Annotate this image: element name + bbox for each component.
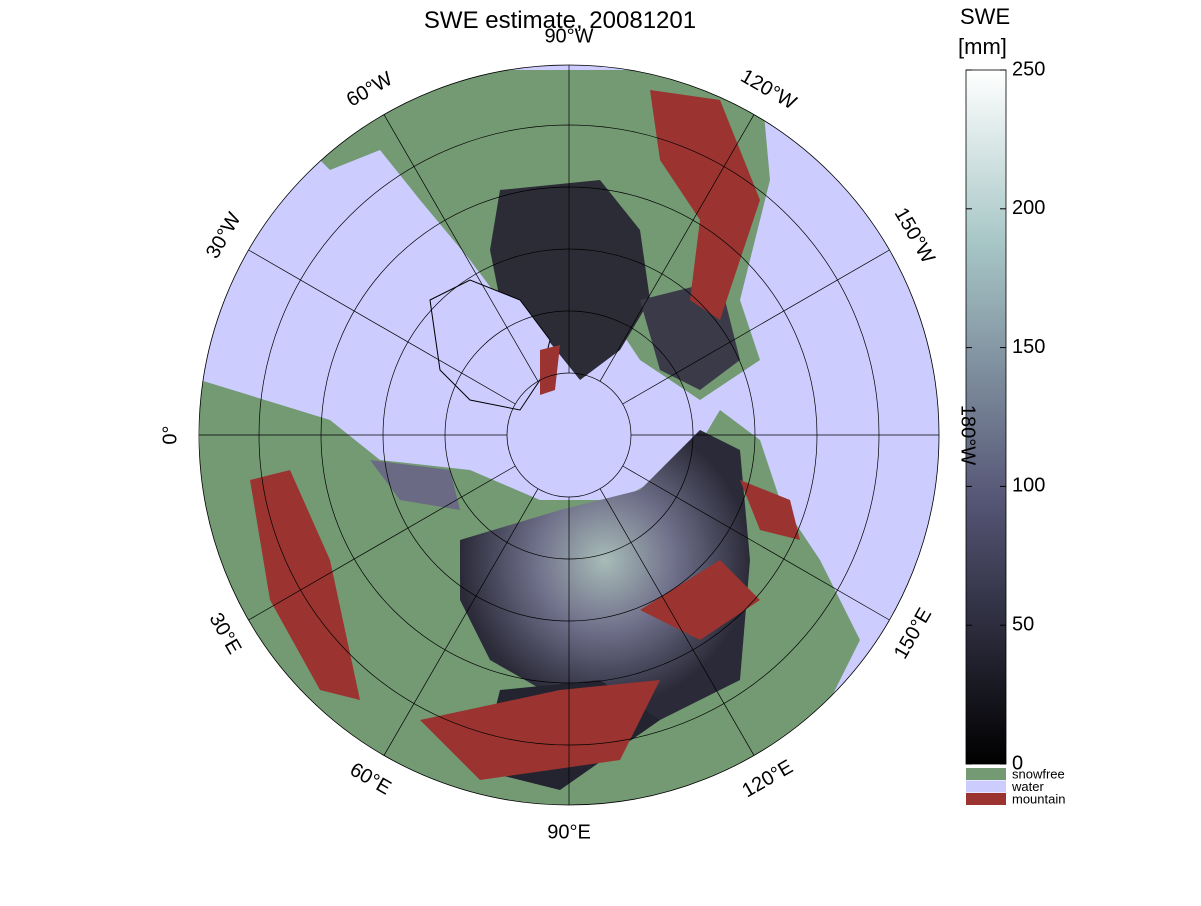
meridian-label: 120°E	[738, 756, 796, 802]
meridian-label: 60°E	[346, 759, 395, 800]
meridian-label: 150°E	[890, 604, 936, 662]
meridian-label: 30°W	[202, 209, 246, 263]
map-disc	[199, 65, 939, 805]
meridian-label: 180°W	[957, 405, 979, 465]
mountain-areas	[250, 90, 800, 780]
legend-swatch	[966, 780, 1006, 793]
snow-scandinavia	[370, 460, 460, 510]
meridian	[599, 488, 755, 756]
legend-label: snowfree	[1012, 766, 1065, 781]
colorbar	[965, 69, 1007, 765]
legend-label: water	[1011, 779, 1044, 794]
meridian-label: 90°E	[547, 821, 591, 843]
meridian-label: 0°	[159, 425, 181, 444]
meridian-label: 90°W	[544, 25, 593, 47]
map-title: SWE estimate, 20081201	[424, 7, 696, 34]
meridian-label: 30°E	[205, 609, 246, 658]
colorbar-label: SWE	[960, 4, 1010, 29]
snow-north-america	[490, 180, 650, 380]
colorbar-tick-label: 100	[1012, 475, 1045, 497]
meridian	[383, 488, 539, 756]
colorbar-tick-label: 250	[1012, 58, 1045, 80]
colorbar-label: [mm]	[958, 34, 1007, 59]
meridian-label: 60°W	[343, 68, 397, 112]
legend-swatch	[966, 768, 1006, 780]
meridian	[599, 114, 755, 382]
colorbar-tick-label: 50	[1012, 613, 1034, 635]
meridian	[622, 465, 890, 621]
meridian-label: 150°W	[890, 204, 939, 267]
meridian	[383, 114, 539, 382]
legend-label: mountain	[1012, 791, 1065, 806]
meridian	[248, 249, 516, 405]
snow-siberia	[460, 430, 750, 720]
meridian	[248, 465, 516, 621]
colorbar-tick-label: 200	[1012, 197, 1045, 219]
colorbar-tick-label: 150	[1012, 336, 1045, 358]
meridian-label: 120°W	[737, 65, 800, 114]
graticule	[199, 65, 939, 805]
meridian	[622, 249, 890, 405]
legend-swatch	[966, 793, 1006, 805]
colorbar-tick-label: 0	[1012, 752, 1023, 774]
